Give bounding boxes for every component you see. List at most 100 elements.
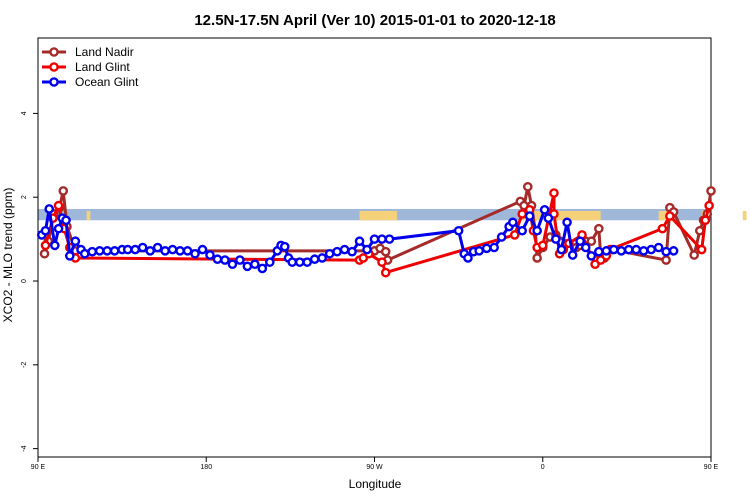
data-point xyxy=(265,257,275,267)
data-point xyxy=(696,244,707,255)
data-point xyxy=(517,209,527,219)
plot-area: 90 E 180 90 W 0 90 E -4 -2 0 2 4 xyxy=(21,37,747,471)
data-point xyxy=(309,254,320,265)
y-axis-label: XCO2 - MLO trend (ppm) xyxy=(1,188,15,323)
data-point xyxy=(70,236,81,247)
data-point xyxy=(40,240,51,251)
data-point xyxy=(380,267,391,278)
data-point xyxy=(638,246,649,256)
data-point xyxy=(623,244,634,255)
land-band-segment xyxy=(742,210,747,221)
y-tick-label: -4 xyxy=(21,445,28,451)
data-point xyxy=(182,246,193,256)
data-point xyxy=(302,257,313,267)
data-point xyxy=(586,251,597,261)
data-point xyxy=(250,259,260,270)
data-point xyxy=(61,215,71,226)
land-band-segment xyxy=(522,210,601,221)
data-point xyxy=(332,246,342,257)
data-point xyxy=(58,186,69,196)
legend-label: Ocean Glint xyxy=(75,75,139,89)
data-point xyxy=(324,248,335,259)
x-axis-label: Longitude xyxy=(349,477,402,491)
x-tick-label: 90 W xyxy=(366,464,383,471)
data-point xyxy=(601,246,612,256)
y-tick-label: -2 xyxy=(21,362,28,368)
legend-marker xyxy=(49,77,59,87)
land-band-segment xyxy=(359,210,397,221)
legend-marker xyxy=(49,47,59,57)
data-point xyxy=(524,211,535,221)
data-point xyxy=(380,246,391,257)
data-point xyxy=(369,234,380,244)
data-point xyxy=(489,242,499,253)
data-point xyxy=(377,257,387,267)
data-point xyxy=(653,242,664,253)
data-point xyxy=(377,234,387,244)
data-point xyxy=(616,246,627,256)
land-band-segment xyxy=(86,210,91,221)
data-point xyxy=(661,246,671,257)
data-point xyxy=(661,255,671,265)
data-point xyxy=(53,223,64,234)
data-point xyxy=(509,230,520,240)
data-point xyxy=(556,244,567,255)
data-point xyxy=(481,243,492,254)
x-tick-label: 180 xyxy=(200,464,212,471)
data-point xyxy=(44,204,55,214)
data-point xyxy=(463,253,473,263)
series-line-land-glint xyxy=(44,192,711,275)
data-point xyxy=(212,254,223,265)
y-tick-label: 4 xyxy=(21,111,28,115)
data-point xyxy=(109,246,120,256)
data-point xyxy=(220,255,230,265)
data-point xyxy=(40,225,51,236)
y-tick-label: 2 xyxy=(21,195,28,199)
data-point xyxy=(665,211,675,221)
data-point xyxy=(608,244,619,255)
data-point xyxy=(339,244,350,255)
data-point xyxy=(562,217,572,228)
data-point xyxy=(94,246,105,256)
data-point xyxy=(668,246,679,256)
data-point xyxy=(689,250,699,260)
data-point xyxy=(646,244,656,255)
data-point xyxy=(631,244,642,255)
data-point xyxy=(235,255,245,265)
data-point xyxy=(79,248,90,259)
x-tick-label: 90 E xyxy=(704,464,719,471)
data-point xyxy=(543,213,554,223)
data-point xyxy=(586,236,597,247)
data-point xyxy=(205,250,215,260)
data-point xyxy=(384,234,395,244)
data-point xyxy=(50,240,60,251)
data-point xyxy=(522,181,533,192)
data-point xyxy=(539,204,550,215)
data-point xyxy=(517,225,527,236)
data-point xyxy=(87,246,98,257)
data-point xyxy=(190,248,200,259)
data-point xyxy=(152,242,163,253)
y-tick-label: 0 xyxy=(21,279,28,283)
data-point xyxy=(102,246,112,256)
data-point xyxy=(347,246,357,257)
data-point xyxy=(657,223,668,234)
legend-label: Land Nadir xyxy=(75,45,134,59)
chart-title: 12.5N-17.5N April (Ver 10) 2015-01-01 to… xyxy=(194,12,555,29)
x-tick-label: 90 E xyxy=(31,464,46,471)
data-point xyxy=(474,246,484,256)
data-point xyxy=(287,257,298,267)
data-point xyxy=(508,217,518,228)
data-point xyxy=(53,200,64,211)
data-point xyxy=(532,225,542,236)
data-point xyxy=(64,251,75,261)
data-point xyxy=(594,246,604,257)
legend-label: Land Glint xyxy=(75,60,130,74)
data-point xyxy=(453,225,464,236)
data-point xyxy=(279,241,290,252)
data-point xyxy=(227,259,238,270)
data-point xyxy=(567,250,578,260)
data-point xyxy=(130,244,141,255)
data-point xyxy=(39,248,50,259)
